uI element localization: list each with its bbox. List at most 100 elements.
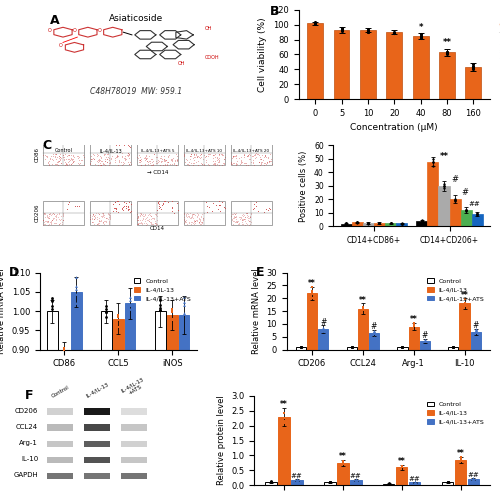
Point	[59, 209, 67, 217]
Point	[364, 26, 372, 34]
Bar	[454, 460, 466, 485]
Point	[429, 158, 437, 166]
Point	[45, 157, 53, 165]
Text: **: **	[398, 457, 406, 466]
Point	[43, 217, 51, 225]
Point	[141, 160, 149, 168]
Bar	[468, 479, 479, 485]
Point	[244, 216, 252, 224]
Point	[215, 157, 223, 165]
Point	[180, 298, 188, 306]
Point	[136, 156, 144, 164]
Point	[214, 158, 222, 166]
Point	[100, 218, 108, 226]
Point	[228, 216, 236, 224]
Point	[234, 220, 242, 228]
Point	[96, 159, 104, 167]
Point	[52, 212, 60, 220]
Point	[474, 210, 482, 218]
Text: **: **	[308, 279, 316, 288]
Point	[456, 457, 464, 465]
Point	[199, 215, 207, 223]
Point	[90, 220, 98, 228]
Point	[143, 157, 151, 165]
Point	[348, 343, 356, 351]
Point	[470, 65, 478, 73]
Point	[338, 27, 345, 35]
Point	[252, 198, 260, 206]
Point	[94, 161, 102, 169]
Point	[186, 214, 194, 222]
Point	[115, 157, 123, 165]
Point	[232, 209, 239, 217]
Point	[134, 220, 142, 228]
Point	[348, 343, 356, 351]
Point	[192, 158, 200, 166]
Point	[50, 210, 58, 218]
Point	[134, 213, 142, 221]
Bar	[178, 315, 190, 495]
Point	[104, 153, 112, 161]
Point	[237, 153, 245, 161]
Point	[134, 220, 142, 228]
Point	[240, 220, 248, 228]
Point	[48, 160, 56, 168]
Text: #: #	[320, 317, 326, 327]
Point	[188, 211, 196, 219]
Point	[96, 156, 104, 164]
Point	[218, 198, 226, 206]
Point	[150, 210, 158, 218]
Point	[200, 160, 207, 168]
Point	[48, 210, 56, 218]
Point	[80, 151, 88, 159]
Bar	[230, 200, 272, 225]
Point	[263, 158, 271, 166]
Point	[462, 206, 470, 214]
Point	[150, 215, 158, 223]
Point	[258, 151, 266, 159]
Point	[194, 153, 202, 161]
Text: **: **	[460, 291, 468, 299]
Point	[191, 211, 199, 219]
Point	[236, 220, 244, 228]
Point	[88, 212, 96, 220]
Point	[202, 158, 209, 166]
Point	[240, 159, 248, 167]
Point	[151, 217, 159, 225]
Point	[266, 157, 274, 165]
Point	[115, 157, 123, 165]
Bar	[84, 473, 110, 480]
Point	[229, 152, 237, 160]
Point	[154, 209, 162, 217]
Point	[228, 217, 236, 225]
Point	[88, 214, 96, 222]
Point	[416, 32, 424, 40]
Point	[261, 151, 269, 159]
Point	[260, 159, 268, 167]
Point	[416, 34, 424, 42]
Point	[74, 202, 82, 210]
Point	[443, 48, 451, 56]
Point	[200, 151, 207, 159]
Bar	[470, 332, 481, 349]
Point	[229, 151, 237, 159]
Point	[170, 208, 178, 216]
Point	[250, 203, 258, 211]
Point	[96, 210, 104, 218]
Point	[86, 160, 94, 168]
Point	[180, 152, 188, 160]
Point	[120, 154, 128, 162]
Point	[370, 327, 378, 335]
Point	[200, 209, 208, 217]
Point	[152, 219, 160, 227]
Point	[214, 154, 222, 162]
Point	[262, 205, 270, 213]
Point	[244, 155, 252, 163]
Text: C48H78O19  MW: 959.1: C48H78O19 MW: 959.1	[90, 87, 182, 96]
Point	[202, 152, 210, 160]
Point	[398, 343, 406, 351]
Point	[239, 215, 247, 223]
Point	[100, 210, 108, 218]
Point	[297, 343, 305, 351]
Point	[41, 220, 49, 228]
